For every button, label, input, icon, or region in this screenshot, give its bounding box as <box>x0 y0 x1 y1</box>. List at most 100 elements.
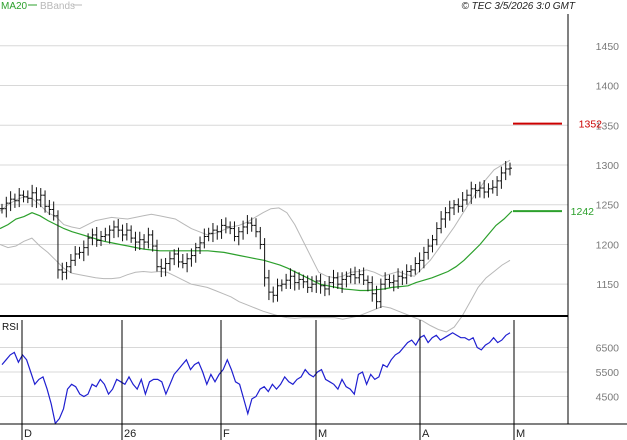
ma-value-label: 1242 <box>571 206 595 218</box>
rsi-panel: 4500 5500 6500 RSI <box>0 322 620 425</box>
ohlc-bar <box>258 226 263 250</box>
ohlc-bar <box>68 253 73 274</box>
ohlc-bar <box>124 222 129 241</box>
ohlc-bar <box>284 273 289 289</box>
ohlc-bar <box>90 228 95 246</box>
ohlc-bar <box>241 220 246 240</box>
ohlc-bar <box>163 257 168 277</box>
ohlc-bar <box>103 227 108 242</box>
ohlc-bar <box>154 239 159 272</box>
time-axis: D 26 F M A M <box>21 320 525 440</box>
price-y-axis: 1150 1200 1250 1300 1350 1400 1450 <box>596 41 620 291</box>
ohlc-bar <box>176 247 181 268</box>
ohlc-bar <box>460 192 465 212</box>
ohlc-bar <box>309 276 314 293</box>
ohlc-bar <box>447 200 452 221</box>
ohlc-bar <box>73 246 78 266</box>
ohlc-bar <box>0 203 4 214</box>
ohlc-bar <box>439 211 444 234</box>
ohlc-bar <box>331 269 336 289</box>
ohlc-bar <box>322 281 327 297</box>
ohlc-bar <box>81 240 86 262</box>
ohlc-bar <box>107 225 112 244</box>
ohlc-bar <box>206 227 211 242</box>
ohlc-bars <box>0 161 512 309</box>
rsi-tick-label: 4500 <box>596 392 620 404</box>
ohlc-bar <box>305 275 310 293</box>
rsi-tick-label: 6500 <box>596 343 620 355</box>
rsi-title: RSI <box>2 322 19 333</box>
rsi-y-axis: 4500 5500 6500 <box>596 343 620 404</box>
ohlc-bar <box>365 275 370 292</box>
ohlc-bar <box>357 269 362 284</box>
ohlc-bar <box>17 188 22 208</box>
price-tick-label: 1400 <box>596 81 620 93</box>
ohlc-bar <box>64 261 69 280</box>
ohlc-bar <box>38 188 43 208</box>
last-price-label: 1352 <box>579 119 603 131</box>
ohlc-bar <box>344 271 349 288</box>
ohlc-bar <box>391 274 396 292</box>
ohlc-bar <box>378 278 383 309</box>
legend-ma20: MA20 <box>1 1 28 12</box>
ohlc-bar <box>473 184 478 199</box>
ohlc-bar <box>426 238 431 260</box>
ohlc-bar <box>353 266 358 285</box>
ohlc-bar <box>180 253 185 269</box>
ohlc-bar <box>185 253 190 273</box>
ohlc-bar <box>464 189 469 205</box>
ohlc-bar <box>30 184 35 208</box>
time-tick-label: F <box>223 428 230 440</box>
ohlc-bar <box>133 231 138 251</box>
ohlc-bar <box>142 234 147 250</box>
ohlc-bar <box>4 196 9 218</box>
ohlc-bar <box>434 222 439 246</box>
ohlc-bar <box>86 233 91 256</box>
ohlc-bar <box>387 274 392 288</box>
ohlc-bar <box>236 226 241 246</box>
ma20-line <box>0 210 513 292</box>
price-tick-label: 1350 <box>596 120 620 132</box>
ohlc-bar <box>12 193 17 208</box>
ohlc-bar <box>495 176 500 196</box>
ohlc-bar <box>129 225 134 243</box>
ohlc-bar <box>77 246 82 259</box>
ohlc-bar <box>370 276 375 302</box>
ohlc-bar <box>25 190 30 204</box>
rsi-tick-label: 5500 <box>596 367 620 379</box>
ohlc-bar <box>111 220 116 239</box>
ohlc-bar <box>279 279 284 292</box>
ohlc-bar <box>167 251 172 271</box>
ohlc-bar <box>228 221 233 235</box>
ohlc-bar <box>477 181 482 198</box>
time-tick-label: M <box>318 428 327 440</box>
ohlc-bar <box>254 218 258 238</box>
legend-bbands: BBands <box>40 1 75 12</box>
ohlc-bar <box>172 249 177 266</box>
ohlc-bar <box>223 217 228 234</box>
ohlc-bar <box>210 222 215 243</box>
price-tick-label: 1150 <box>596 279 619 291</box>
price-gridlines <box>0 45 568 285</box>
ohlc-bar <box>417 252 422 273</box>
ohlc-bar <box>271 286 276 303</box>
ohlc-bar <box>348 268 353 284</box>
ohlc-bar <box>189 248 194 267</box>
ohlc-bar <box>361 267 366 285</box>
ohlc-bar <box>413 257 418 275</box>
ohlc-bar <box>275 278 280 302</box>
ohlc-bar <box>262 238 267 287</box>
time-tick-label: M <box>516 428 525 440</box>
ohlc-bar <box>408 265 413 278</box>
ohlc-bar <box>198 236 203 254</box>
ohlc-bar <box>318 273 323 294</box>
rsi-line <box>1 332 511 425</box>
ohlc-bar <box>374 285 379 309</box>
ohlc-bar <box>404 264 409 285</box>
ohlc-bar <box>159 258 164 278</box>
time-tick-label: D <box>24 428 32 440</box>
ohlc-bar <box>55 210 60 279</box>
ohlc-bar <box>292 270 297 291</box>
ohlc-bar <box>34 187 39 208</box>
ohlc-bar <box>499 166 504 189</box>
